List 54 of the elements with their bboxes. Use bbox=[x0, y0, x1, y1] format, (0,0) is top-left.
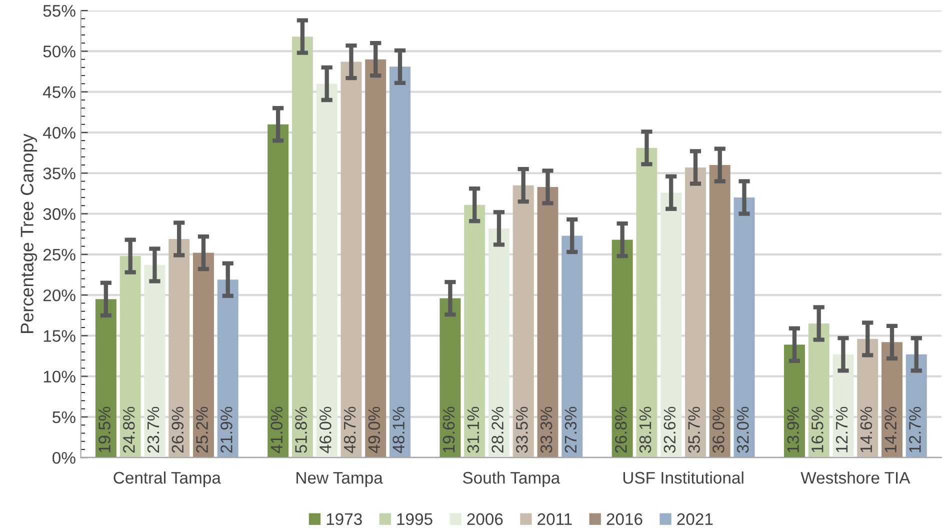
legend-label: 2006 bbox=[467, 513, 503, 526]
text: 21.9% bbox=[220, 406, 232, 453]
text: 27.3% bbox=[564, 406, 577, 453]
text: 26.9% bbox=[172, 406, 184, 453]
x-tick-label: South Tampa bbox=[462, 471, 560, 488]
text: 14.6% bbox=[860, 406, 872, 452]
legend-label: 1973 bbox=[326, 513, 362, 526]
y-tick-label: 0% bbox=[52, 452, 76, 464]
text: 33.5% bbox=[516, 406, 528, 453]
text: 16.5% bbox=[812, 406, 824, 452]
text: 36.0% bbox=[712, 406, 724, 453]
y-tick-label: 20% bbox=[43, 289, 76, 302]
y-tick-label: 25% bbox=[43, 248, 76, 261]
text: 49.0% bbox=[368, 406, 380, 454]
legend-label: 1995 bbox=[397, 513, 432, 526]
text: 48.7% bbox=[344, 406, 356, 454]
y-tick-label: 45% bbox=[43, 86, 76, 98]
text: 41.0% bbox=[270, 406, 283, 454]
legend-label: 2021 bbox=[677, 513, 713, 526]
y-tick-label: 5% bbox=[52, 411, 76, 424]
x-tick-label: USF Institutional bbox=[623, 471, 744, 484]
y-tick-label: 50% bbox=[43, 46, 76, 58]
text: 24.8% bbox=[122, 406, 135, 453]
text: 26.8% bbox=[615, 406, 627, 453]
text: 12.7% bbox=[836, 406, 848, 452]
y-tick-label: 40% bbox=[43, 126, 76, 139]
text: 14.2% bbox=[884, 406, 896, 452]
text: 33.3% bbox=[540, 406, 552, 453]
text: 28.2% bbox=[492, 406, 504, 453]
text: 12.7% bbox=[909, 406, 921, 452]
legend-label: 2011 bbox=[538, 513, 572, 526]
text: 25.2% bbox=[196, 406, 208, 453]
text: 32.0% bbox=[736, 406, 749, 453]
text: 35.7% bbox=[688, 406, 700, 453]
x-tick-label: Central Tampa bbox=[114, 471, 221, 488]
text: 13.9% bbox=[787, 406, 799, 452]
y-tick-label: 30% bbox=[43, 208, 76, 220]
text: 51.8% bbox=[295, 406, 307, 453]
text: 38.1% bbox=[639, 406, 652, 453]
y-tick-label: 35% bbox=[43, 168, 76, 180]
x-tick-label: New Tampa bbox=[296, 472, 383, 488]
y-tick-label: 10% bbox=[44, 370, 76, 383]
y-axis-title: Percentage Tree Canopy bbox=[20, 134, 38, 333]
legend-label: 2016 bbox=[606, 513, 642, 526]
text: 23.7% bbox=[147, 406, 160, 453]
text: 48.1% bbox=[392, 406, 404, 454]
text: 31.1% bbox=[467, 406, 480, 453]
text: 19.6% bbox=[442, 406, 455, 452]
text: 19.5% bbox=[98, 406, 110, 452]
text: 46.0% bbox=[320, 406, 332, 454]
x-tick-label: Westshore TIA bbox=[800, 471, 910, 484]
y-tick-label: 55% bbox=[43, 5, 76, 17]
text: 32.6% bbox=[664, 406, 676, 453]
y-tick-label: 15% bbox=[44, 330, 76, 342]
